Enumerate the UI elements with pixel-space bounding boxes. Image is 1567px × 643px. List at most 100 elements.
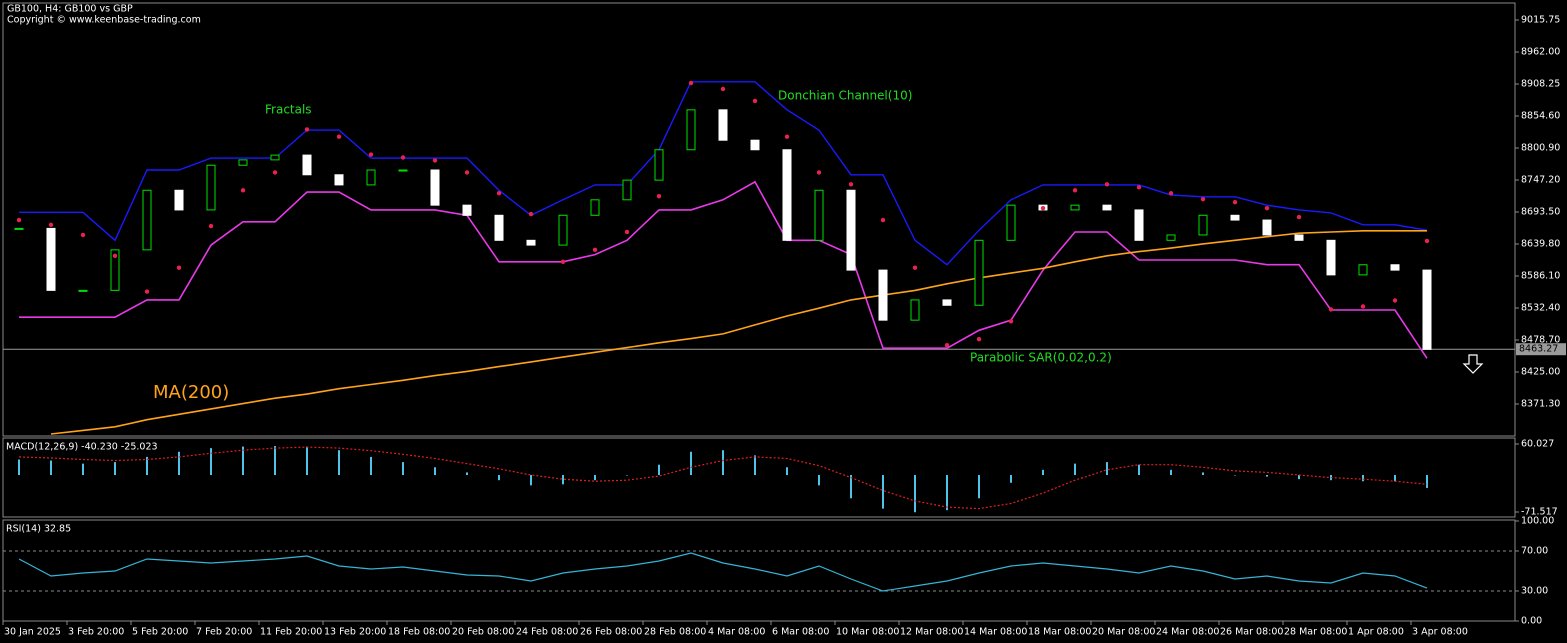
macd-bar [1074,463,1076,476]
macd-bar [690,451,692,476]
macd-bar [50,460,52,476]
candle [974,239,984,306]
sar-dot [624,229,630,235]
ma-line [50,230,1427,435]
sar-dot [1040,205,1046,211]
sar-dot [688,80,694,86]
donchian-lower [19,180,1428,359]
candle [1326,239,1336,276]
macd-bar [882,475,884,509]
x-tick-label: 10 Mar 08:00 [836,627,899,638]
macd-bar [274,446,276,476]
macd-bar [1138,464,1140,476]
candle [1134,209,1144,241]
sar-dot [1392,298,1398,303]
candle [1070,204,1080,211]
rsi-line [18,552,1428,592]
candle [206,164,216,211]
macd-bar [1362,475,1364,482]
candle [366,169,376,186]
macd-bar [338,450,340,476]
sar-dot [912,265,918,270]
macd-bar [306,446,308,476]
macd-bar [754,455,756,476]
candle [1390,264,1400,271]
x-tick-label: 7 Feb 20:00 [196,627,252,638]
macd-bar [946,475,948,511]
y-tick-label: 8478.70 [1521,335,1560,346]
candle [1230,214,1240,221]
candle [110,249,120,291]
macd-bar [1202,472,1204,476]
sar-dot [464,170,470,175]
macd-bar [1266,475,1268,477]
sar-dot [368,152,374,157]
sar-dot [240,188,246,193]
y-tick-label: 8639.80 [1521,239,1560,250]
macd-bar [210,448,212,476]
sar-dot [336,134,342,139]
x-tick-label: 3 Feb 20:00 [68,627,124,638]
x-tick-label: 11 Feb 20:00 [260,627,322,638]
macd-bar [498,475,500,481]
candle [846,189,856,271]
x-tick-label: 28 Mar 08:00 [1284,627,1347,638]
sar-dot [784,134,790,139]
candle [14,227,24,230]
sar-dot [1104,182,1110,187]
macd-bar [722,450,724,476]
macd-bar [530,475,532,486]
sar-dot [1360,304,1366,309]
sar-dot [880,217,886,223]
y-tick-label: 8800.90 [1521,143,1560,154]
macd-bar [786,467,788,476]
macd-bar [18,459,20,476]
macd-bar [562,475,564,485]
candle [910,299,920,321]
candle [750,139,760,151]
sar-dot [80,232,86,238]
x-tick-label: 3 Apr 08:00 [1412,627,1468,638]
candle [1358,264,1368,276]
candle [526,239,536,246]
candle [1198,214,1208,236]
fractals-label: Fractals [265,103,312,117]
macd-bar [818,475,820,486]
macd-signal [18,446,1428,510]
y-tick-label: 8854.60 [1521,111,1560,122]
macd-bar [82,463,84,476]
x-tick-label: 5 Feb 20:00 [132,627,188,638]
candle [1422,269,1432,350]
sar-dot [656,194,662,199]
rsi-label: RSI(14) 32.85 [6,524,71,535]
y-tick-label: 100.00 [1521,516,1554,527]
x-tick-label: 18 Feb 08:00 [388,627,450,638]
candle [782,149,792,241]
candle [878,269,888,321]
sar-label: Parabolic SAR(0.02,0.2) [970,351,1112,365]
y-tick-label: 8425.00 [1521,367,1560,378]
x-tick-label: 28 Feb 08:00 [644,627,706,638]
candle [462,204,472,216]
candle [718,109,728,141]
macd-bar [978,475,980,499]
candle [78,289,88,292]
y-tick-label: 60.027 [1521,438,1554,449]
sar-dot [432,158,438,163]
macd-bar [1234,475,1236,476]
macd-bar [1298,475,1300,480]
macd-bar [1042,469,1044,476]
donchian-upper [19,81,1428,266]
y-tick-label: 9015.75 [1521,14,1560,25]
price-panel [2,2,1516,437]
macd-bar [434,467,436,476]
candle [1294,234,1304,241]
sar-dot [272,170,278,175]
sar-dot [400,155,406,160]
x-tick-label: 18 Mar 08:00 [1028,627,1091,638]
sar-dot [944,342,950,348]
sar-dot [1136,185,1142,190]
x-tick-label: 1 Apr 08:00 [1348,627,1404,638]
sar-dot [16,217,22,223]
